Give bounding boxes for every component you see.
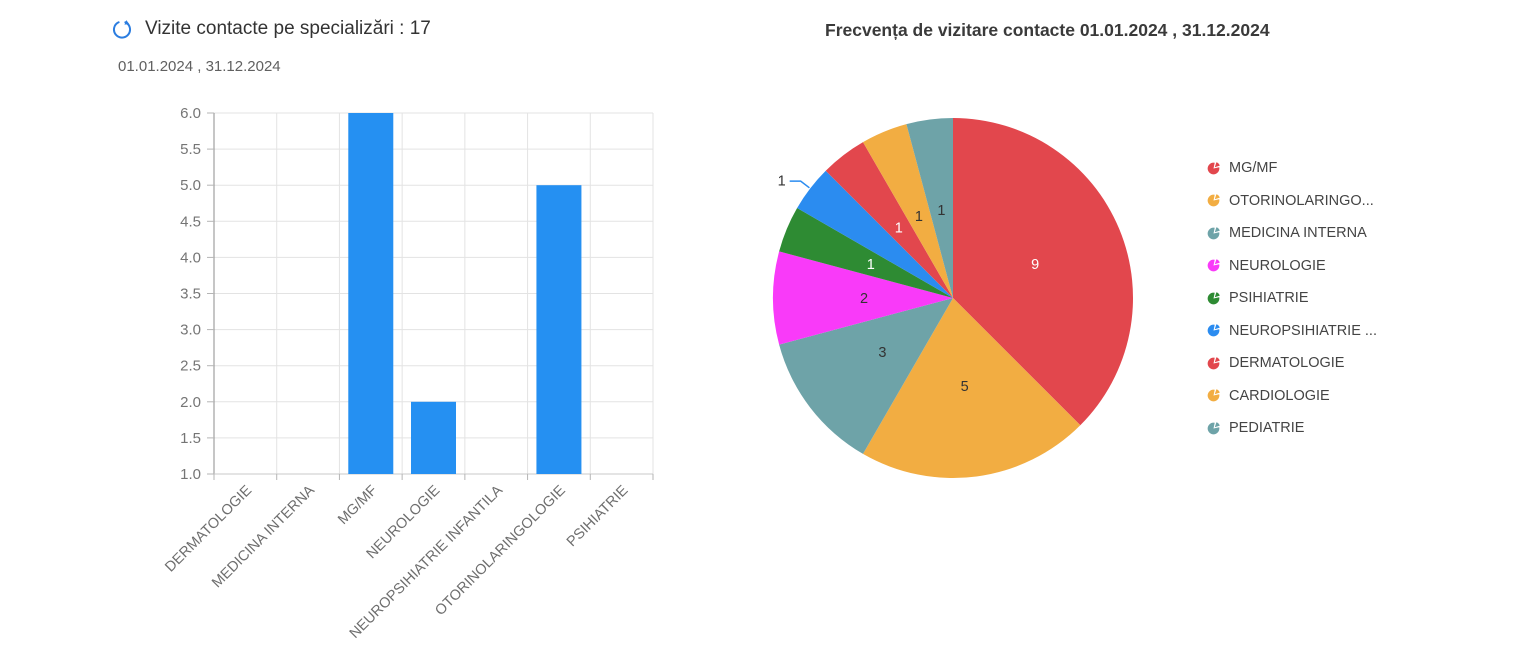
legend-item-otorinolaringo[interactable]: OTORINOLARINGO... — [1207, 185, 1377, 218]
legend-item-psihiatrie[interactable]: PSIHIATRIE — [1207, 282, 1377, 315]
y-axis-label: 2.0 — [180, 394, 201, 411]
pie-legend: MG/MF OTORINOLARINGO... MEDICINA INTERNA NE… — [1207, 152, 1377, 445]
pie-swatch-icon — [1207, 194, 1220, 207]
legend-label: DERMATOLOGIE — [1229, 355, 1345, 372]
pie-swatch-icon — [1207, 356, 1220, 370]
pie-swatch-icon — [1207, 389, 1220, 402]
refresh-icon — [112, 20, 132, 39]
legend-label: CARDIOLOGIE — [1229, 387, 1330, 404]
legend-item-medicina-interna[interactable]: MEDICINA INTERNA — [1207, 217, 1377, 250]
legend-label: OTORINOLARINGO... — [1229, 192, 1374, 209]
legend-label: NEUROPSIHIATRIE ... — [1229, 322, 1377, 339]
y-axis-label: 6.0 — [180, 105, 201, 122]
legend-label: NEUROLOGIE — [1229, 257, 1326, 274]
legend-item-neurologie[interactable]: NEUROLOGIE — [1207, 250, 1377, 283]
pie-slice-neurologie[interactable] — [773, 251, 953, 345]
pie-slice-value-label: 1 — [895, 220, 903, 236]
pie-swatch-icon — [1207, 259, 1220, 272]
legend-label: MG/MF — [1229, 160, 1278, 177]
legend-item-pediatrie[interactable]: PEDIATRIE — [1207, 412, 1377, 445]
pie-slice-value-label: 9 — [1031, 257, 1039, 273]
x-axis-label: MG/MF — [335, 482, 381, 528]
bar-chart-title: Vizite contacte pe specializări : 17 — [145, 18, 431, 39]
y-axis-label: 5.0 — [180, 177, 201, 194]
pie-swatch-icon — [1207, 421, 1220, 435]
pie-chart-title: Frecvența de vizitare contacte 01.01.202… — [825, 20, 1270, 40]
legend-item-dermatologie[interactable]: DERMATOLOGIE — [1207, 347, 1377, 380]
pie-slice-value-label: 1 — [915, 209, 923, 225]
pie-slice-value-label: 3 — [878, 345, 886, 361]
y-axis-label: 5.5 — [180, 141, 201, 158]
y-axis-label: 4.5 — [180, 213, 201, 230]
y-axis-label: 1.0 — [180, 466, 201, 483]
pie-swatch-icon — [1207, 291, 1220, 305]
pie-swatch-icon — [1207, 324, 1220, 337]
pie-slice-otorinolaringologie[interactable] — [863, 298, 1081, 479]
pie-slice-psihiatrie[interactable] — [779, 208, 953, 298]
pie-slice-value-label: 5 — [961, 379, 969, 395]
x-axis-label: OTORINOLARINGOLOGIE — [432, 482, 569, 619]
x-axis-label: MEDICINA INTERNA — [209, 482, 318, 591]
bar-neurologie[interactable] — [411, 401, 456, 474]
pie-slice-dermatologie[interactable] — [825, 142, 953, 298]
y-axis-label: 3.5 — [180, 286, 201, 303]
y-axis-labels: 1.0 1.5 2.0 2.5 3.0 3.5 4.0 4.5 5.0 5.5 6.0 — [180, 105, 201, 483]
pie-slice-value-label: 1 — [867, 257, 875, 273]
pie-swatch-icon — [1207, 161, 1220, 175]
bar-axis-ticks — [207, 112, 654, 480]
pie-slice-value-label: 1 — [778, 174, 786, 190]
legend-item-mg-mf[interactable]: MG/MF — [1207, 152, 1377, 185]
pie-label-leader-line — [789, 180, 810, 189]
pie-slice-value-label: 1 — [937, 203, 945, 219]
pie-slice-medicina-interna[interactable] — [779, 298, 953, 454]
bar-chart-subtitle: 01.01.2024 , 31.12.2024 — [118, 58, 281, 75]
legend-item-cardiologie[interactable]: CARDIOLOGIE — [1207, 380, 1377, 413]
legend-label: PEDIATRIE — [1229, 420, 1305, 437]
x-axis-label: PSIHIATRIE — [564, 482, 632, 550]
pie-slice-value-label: 2 — [860, 291, 868, 307]
pie-slice-mg-mf[interactable] — [953, 118, 1133, 426]
legend-label: PSIHIATRIE — [1229, 290, 1309, 307]
bar-otorinolaringologie[interactable] — [536, 185, 582, 474]
y-axis-label: 4.0 — [180, 249, 201, 266]
legend-item-neuropsihiatrie[interactable]: NEUROPSIHIATRIE ... — [1207, 315, 1377, 348]
pie-slice-neuropsihiatrie-infantila[interactable] — [797, 170, 953, 298]
bar-mg-mf[interactable] — [348, 113, 394, 474]
legend-label: MEDICINA INTERNA — [1229, 225, 1367, 242]
pie-slice-cardiologie[interactable] — [863, 124, 953, 298]
pie-slices — [773, 118, 1133, 479]
pie-slice-pediatrie[interactable] — [906, 118, 953, 298]
bar-series — [348, 113, 582, 474]
refresh-button[interactable] — [110, 18, 134, 42]
y-axis-label: 1.5 — [180, 430, 201, 447]
bar-chart: 1.01.52.02.53.03.54.04.55.05.56.0DERMATO… — [162, 105, 654, 642]
pie-swatch-icon — [1207, 226, 1220, 240]
y-axis-label: 3.0 — [180, 322, 201, 339]
y-axis-label: 2.5 — [180, 358, 201, 375]
